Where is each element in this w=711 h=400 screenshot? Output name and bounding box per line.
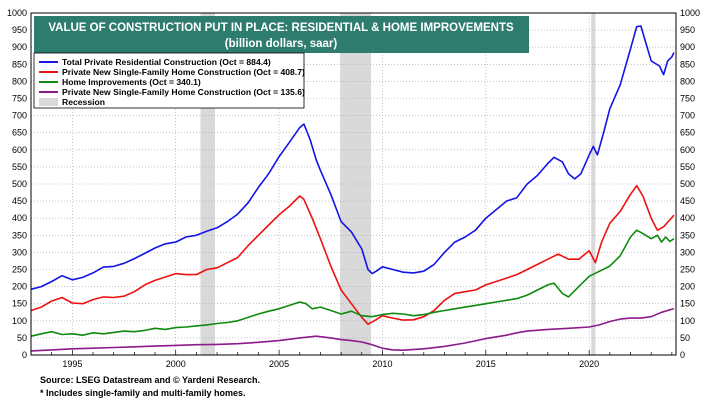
y-tick-label-right: 550 [680, 162, 695, 172]
y-tick-label-left: 250 [12, 265, 27, 275]
y-tick-label-right: 150 [680, 299, 695, 309]
source-note: Source: LSEG Datastream and © Yardeni Re… [40, 375, 261, 385]
legend-label-recession: Recession [62, 97, 105, 107]
y-tick-label-left: 100 [12, 316, 27, 326]
title-box: VALUE OF CONSTRUCTION PUT IN PLACE: RESI… [34, 16, 529, 53]
y-tick-label-left: 800 [12, 76, 27, 86]
footnote: * Includes single-family and multi-famil… [40, 388, 246, 398]
recession-band [591, 13, 596, 355]
y-tick-label-right: 350 [680, 230, 695, 240]
y-axis-right-labels: 0 50 100 150 200 250 300 350 400 450 500 550 600 650 7… [680, 8, 700, 360]
y-tick-label-right: 1000 [680, 8, 700, 18]
y-tick-label-right: 650 [680, 128, 695, 138]
legend-label: Private New Single-Family Home Construct… [62, 67, 305, 77]
y-tick-label-left: 550 [12, 162, 27, 172]
plot-border [30, 12, 677, 356]
y-tick-label-right: 250 [680, 265, 695, 275]
y-tick-label-left: 750 [12, 94, 27, 104]
y-tick-label-left: 450 [12, 196, 27, 206]
y-tick-label-right: 300 [680, 247, 695, 257]
legend: Total Private Residential Construction (… [33, 52, 305, 109]
y-tick-label-left: 400 [12, 213, 27, 223]
y-tick-label-right: 600 [680, 145, 695, 155]
ticks [30, 350, 673, 355]
chart-title: VALUE OF CONSTRUCTION PUT IN PLACE: RESI… [48, 22, 514, 34]
y-tick-label-left: 600 [12, 145, 27, 155]
y-tick-label-right: 800 [680, 76, 695, 86]
y-tick-label-left: 850 [12, 59, 27, 69]
legend-swatch-recession [39, 98, 58, 106]
series-line [30, 307, 675, 352]
series-lines [30, 25, 675, 352]
y-tick-label-left: 150 [12, 299, 27, 309]
y-tick-label-left: 200 [12, 282, 27, 292]
series-line [30, 229, 675, 337]
y-tick-label-right: 450 [680, 196, 695, 206]
y-axis-left-labels: 0 50 100 150 200 250 300 350 400 450 500 550 600 650 7… [7, 8, 27, 360]
y-tick-label-right: 850 [680, 59, 695, 69]
y-tick-label-left: 350 [12, 230, 27, 240]
legend-label: Total Private Residential Construction (… [62, 57, 271, 67]
x-tick-label: 2020 [579, 359, 599, 369]
y-tick-label-right: 100 [680, 316, 695, 326]
y-tick-label-right: 500 [680, 179, 695, 189]
y-tick-label-left: 900 [12, 42, 27, 52]
y-tick-label-right: 950 [680, 25, 695, 35]
y-tick-label-left: 950 [12, 25, 27, 35]
legend-label: Home Improvements (Oct = 340.1) [62, 77, 201, 87]
x-tick-label: 1995 [62, 359, 82, 369]
x-axis-labels: 1995 2000 2005 2010 2015 2020 [62, 359, 599, 369]
x-tick-label: 2005 [269, 359, 289, 369]
y-tick-label-right: 900 [680, 42, 695, 52]
y-tick-label-right: 700 [680, 111, 695, 121]
x-tick-label: 2000 [166, 359, 186, 369]
y-tick-label-left: 650 [12, 128, 27, 138]
y-tick-label-left: 500 [12, 179, 27, 189]
y-tick-label-left: 50 [17, 333, 27, 343]
legend-label: Private New Single-Family Home Construct… [62, 87, 305, 97]
chart-subtitle: (billion dollars, saar) [225, 38, 338, 50]
x-tick-label: 2015 [476, 359, 496, 369]
series-line [30, 25, 675, 291]
y-tick-label-left: 0 [22, 350, 27, 360]
y-tick-label-right: 50 [680, 333, 690, 343]
y-tick-label-left: 700 [12, 111, 27, 121]
series-line [30, 184, 675, 325]
y-tick-label-right: 400 [680, 213, 695, 223]
y-tick-label-right: 0 [680, 350, 685, 360]
y-tick-label-right: 750 [680, 94, 695, 104]
x-tick-label: 2010 [372, 359, 392, 369]
y-tick-label-left: 1000 [7, 8, 27, 18]
y-tick-label-left: 300 [12, 247, 27, 257]
y-tick-label-right: 200 [680, 282, 695, 292]
